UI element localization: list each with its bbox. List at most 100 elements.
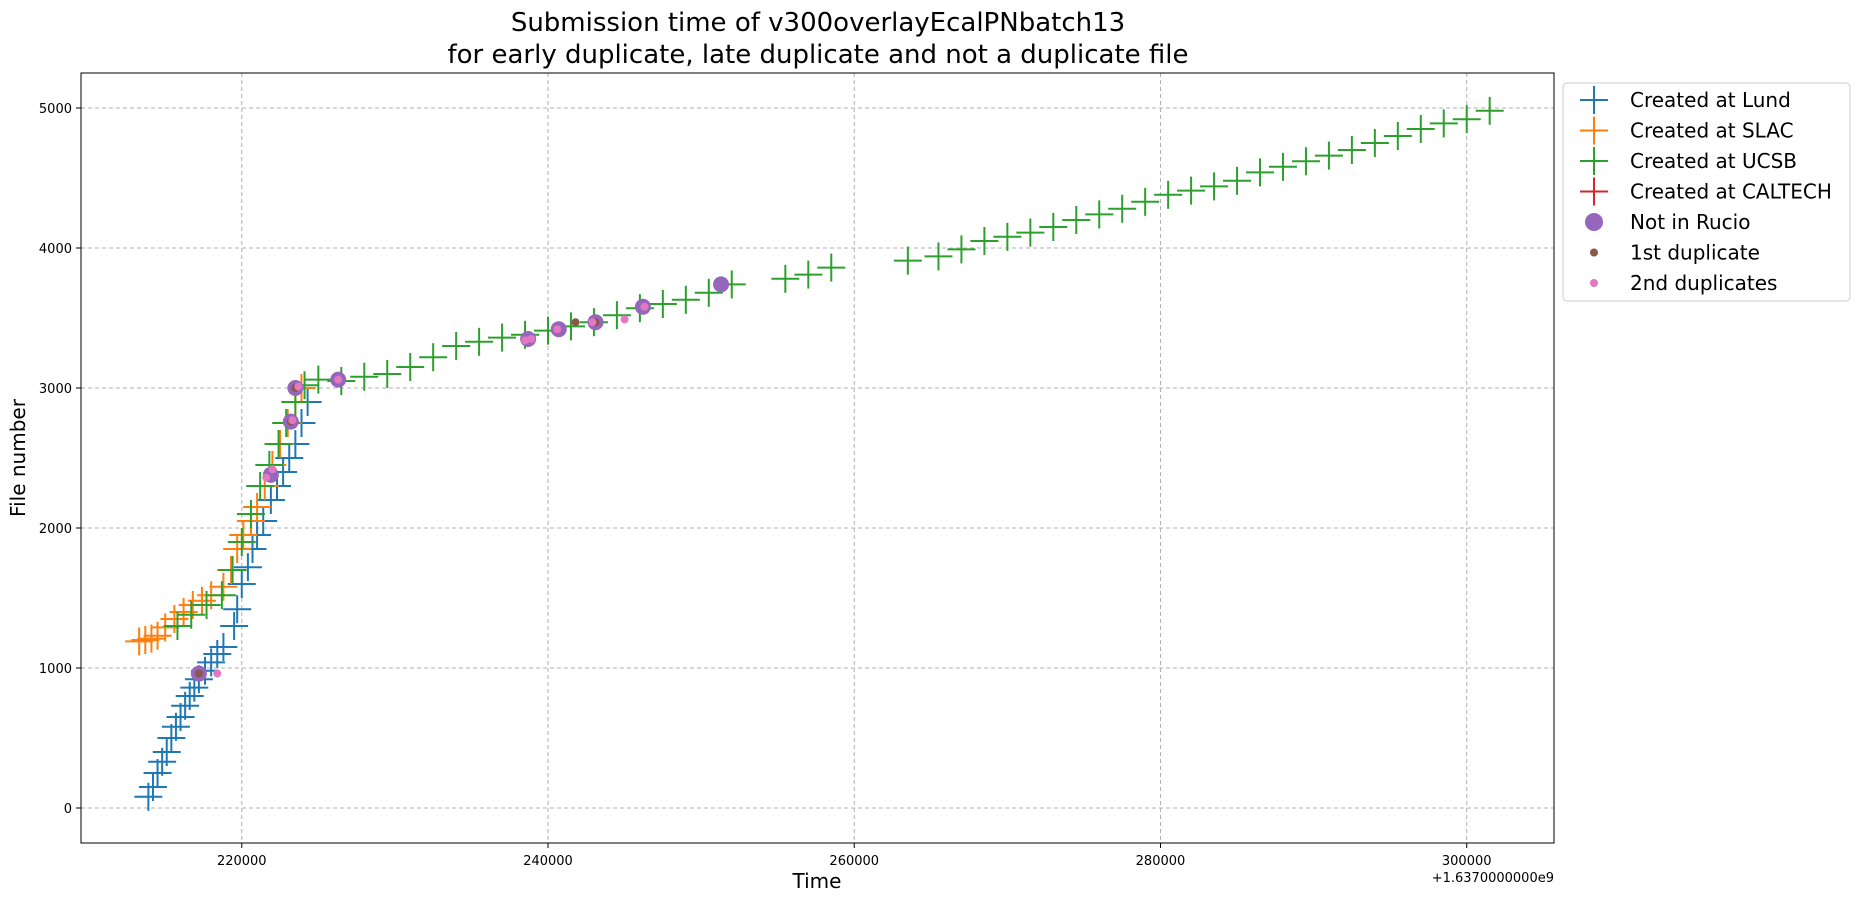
series-created-at-lund <box>134 388 322 811</box>
legend-label: Created at SLAC <box>1630 119 1794 143</box>
y-tick-label: 4000 <box>39 242 72 257</box>
data-point-dot <box>334 375 343 384</box>
data-point-plus <box>131 626 160 654</box>
data-point-plus <box>256 486 285 514</box>
data-point-dot <box>640 302 649 311</box>
data-point-plus <box>229 521 258 549</box>
legend-label: Created at CALTECH <box>1630 180 1832 204</box>
series-1st-duplicate <box>194 318 600 678</box>
data-point-plus <box>223 535 252 563</box>
data-point-plus <box>157 724 186 752</box>
legend-marker-dot <box>1590 248 1598 257</box>
data-point-plus <box>233 553 262 582</box>
y-axis-ticks: 0 1000 2000 3000 4000 5000 <box>39 102 81 817</box>
data-point-plus <box>1314 141 1343 170</box>
gridlines <box>81 73 1554 843</box>
legend-entry: 2nd duplicates <box>1590 271 1777 295</box>
data-point-plus <box>220 612 249 640</box>
data-point-plus <box>246 472 275 500</box>
x-tick-label: 240000 <box>523 854 573 869</box>
legend-entry: Created at Lund <box>1580 86 1791 114</box>
data-point-dot <box>288 416 297 425</box>
data-point-plus <box>488 323 517 352</box>
data-point-plus <box>1383 122 1412 150</box>
data-point-dot <box>588 318 597 327</box>
data-point-plus <box>419 343 448 372</box>
data-point-plus <box>1429 109 1458 138</box>
data-point-plus <box>396 353 425 381</box>
plot-area-frame <box>80 72 1555 844</box>
x-axis-offset-label: +1.6370000000e9 <box>1432 871 1554 886</box>
x-axis-label: Time <box>792 869 842 893</box>
legend-entry: Not in Rucio <box>1585 210 1750 234</box>
data-point-dot <box>620 315 629 324</box>
data-point-dot <box>262 473 271 482</box>
data-point-plus <box>152 738 181 766</box>
data-point-plus <box>177 600 206 629</box>
chart-title-line-2: for early duplicate, late duplicate and … <box>447 40 1188 70</box>
data-point-plus <box>138 773 167 801</box>
y-axis-label: File number <box>6 398 30 517</box>
data-point-plus <box>203 640 232 668</box>
data-point-plus <box>1337 136 1366 164</box>
data-point-plus <box>143 759 172 787</box>
x-tick-label: 300000 <box>1442 854 1492 869</box>
legend-entry: 1st duplicate <box>1590 241 1760 265</box>
data-point-plus <box>993 222 1022 251</box>
data-point-plus <box>1039 213 1068 241</box>
data-point-dot <box>268 465 277 474</box>
data-point-plus <box>1268 152 1297 181</box>
data-point-plus <box>1246 158 1275 187</box>
data-point-dot <box>213 669 222 678</box>
legend-label: 1st duplicate <box>1630 241 1760 265</box>
series-2nd-duplicates <box>213 302 649 678</box>
data-point-plus <box>125 627 154 656</box>
data-point-plus <box>209 633 238 661</box>
data-point-plus <box>218 556 247 584</box>
y-tick-label: 3000 <box>39 382 72 397</box>
legend-frame <box>1562 82 1851 302</box>
data-point-plus <box>207 581 236 610</box>
x-tick-label: 260000 <box>829 854 879 869</box>
legend-entry: Created at SLAC <box>1580 116 1794 145</box>
data-point-dot <box>571 318 580 327</box>
y-tick-label: 2000 <box>39 522 72 537</box>
data-point-plus <box>893 246 922 275</box>
y-tick-label: 0 <box>64 802 72 817</box>
y-tick-label: 5000 <box>39 102 72 117</box>
data-point-plus <box>1406 115 1435 143</box>
legend-marker-plus <box>1580 147 1608 175</box>
legend: Created at Lund Created at SLAC Created at… <box>1562 82 1851 302</box>
data-point-plus <box>694 278 723 307</box>
y-tick-label: 1000 <box>39 662 72 677</box>
data-point-plus <box>1452 105 1481 134</box>
data-point-plus <box>1223 166 1252 195</box>
data-point-plus <box>947 235 976 264</box>
legend-label: Created at UCSB <box>1630 149 1797 173</box>
data-point-plus <box>1291 147 1320 176</box>
legend-marker-plus <box>1580 116 1608 145</box>
legend-marker-dot <box>1590 279 1598 287</box>
data-point-dot <box>521 336 530 345</box>
data-point-plus <box>264 430 293 458</box>
x-axis-ticks: 220000 240000 260000 280000 300000 <box>217 843 1492 869</box>
x-tick-label: 280000 <box>1136 854 1186 869</box>
legend-marker-circle <box>1585 213 1603 231</box>
legend-marker-plus <box>1580 86 1608 114</box>
data-point-plus <box>137 624 166 653</box>
data-point-plus <box>602 301 631 330</box>
legend-marker-plus <box>1580 177 1608 206</box>
data-point-plus <box>227 528 256 556</box>
data-point-plus <box>1200 172 1229 201</box>
legend-entry: Created at UCSB <box>1580 147 1797 175</box>
data-point-plus <box>465 327 494 356</box>
data-point-plus <box>166 703 195 731</box>
data-point-plus <box>771 264 800 293</box>
data-point-plus <box>373 360 402 388</box>
chart-title-line-1: Submission time of v300overlayEcalPNbatc… <box>511 8 1125 38</box>
data-point-circle <box>713 276 730 293</box>
data-point-plus <box>442 332 471 360</box>
legend-entry: Created at CALTECH <box>1580 177 1832 206</box>
data-point-plus <box>304 365 333 394</box>
